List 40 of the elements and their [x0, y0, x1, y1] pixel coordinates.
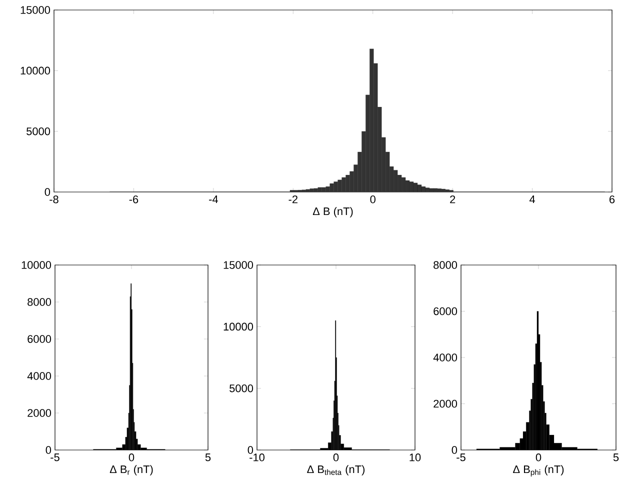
x-axis-title: Δ B (nT) [312, 207, 353, 218]
x-tick-label: -10 [250, 454, 264, 462]
x-tick-label: -5 [456, 454, 466, 462]
x-tick-label: 2 [450, 196, 456, 204]
y-tick-label: 4000 [433, 354, 458, 362]
y-tick-label: 0 [44, 188, 50, 196]
y-tick-label: 15000 [224, 261, 254, 269]
y-tick-label: 5000 [230, 384, 254, 392]
x-tick-label: -5 [50, 454, 60, 462]
x-tick-label: -4 [209, 196, 218, 204]
y-tick-label: 2000 [434, 400, 458, 408]
x-tick-label: 0 [128, 454, 134, 462]
x-tick-label: -8 [50, 196, 58, 204]
y-tick-label: 8000 [28, 298, 52, 306]
y-tick-label: 10000 [20, 66, 50, 75]
x-tick-label: -6 [129, 196, 138, 204]
y-tick-label: 15000 [20, 6, 50, 14]
y-tick-label: 4000 [27, 372, 52, 380]
x-tick-label: 4 [530, 196, 536, 204]
x-axis-title: Δ B$_{r}$ (nT) [110, 465, 153, 476]
x-tick-label: 5 [613, 454, 619, 462]
x-tick-label: 5 [205, 454, 211, 462]
y-tick-label: 5000 [26, 127, 50, 136]
y-tick-label: 2000 [28, 409, 52, 417]
y-tick-label: 10000 [224, 322, 254, 331]
x-tick-label: 6 [610, 196, 615, 204]
y-tick-label: 8000 [434, 261, 458, 269]
x-axis-title: Δ B$_{phi}$ (nT) [513, 465, 564, 476]
y-tick-label: 6000 [28, 335, 52, 343]
y-tick-label: 0 [46, 446, 52, 454]
x-tick-label: 0 [333, 454, 339, 462]
y-tick-label: 0 [248, 446, 254, 454]
y-tick-label: 10000 [22, 261, 52, 269]
x-tick-label: 10 [410, 454, 421, 462]
y-tick-label: 6000 [434, 307, 458, 316]
x-tick-label: 0 [536, 454, 542, 462]
x-tick-label: -2 [288, 196, 298, 204]
x-tick-label: 0 [370, 196, 376, 204]
x-axis-title: Δ B$_{theta}$ (nT) [307, 465, 365, 476]
y-tick-label: 0 [452, 446, 458, 454]
